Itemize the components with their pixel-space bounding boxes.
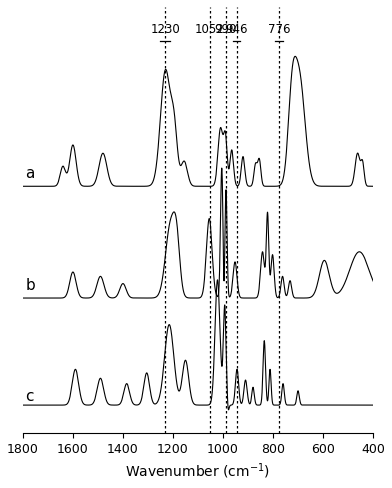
- X-axis label: Wavenumber (cm$^{-1}$): Wavenumber (cm$^{-1}$): [125, 462, 270, 481]
- Text: c: c: [25, 389, 34, 404]
- Text: 946: 946: [225, 22, 248, 36]
- Text: a: a: [25, 166, 35, 181]
- Text: b: b: [25, 278, 35, 292]
- Text: 776: 776: [268, 22, 290, 36]
- Text: 990: 990: [214, 22, 237, 36]
- Text: 1052: 1052: [195, 22, 225, 36]
- Text: 1230: 1230: [151, 22, 180, 36]
